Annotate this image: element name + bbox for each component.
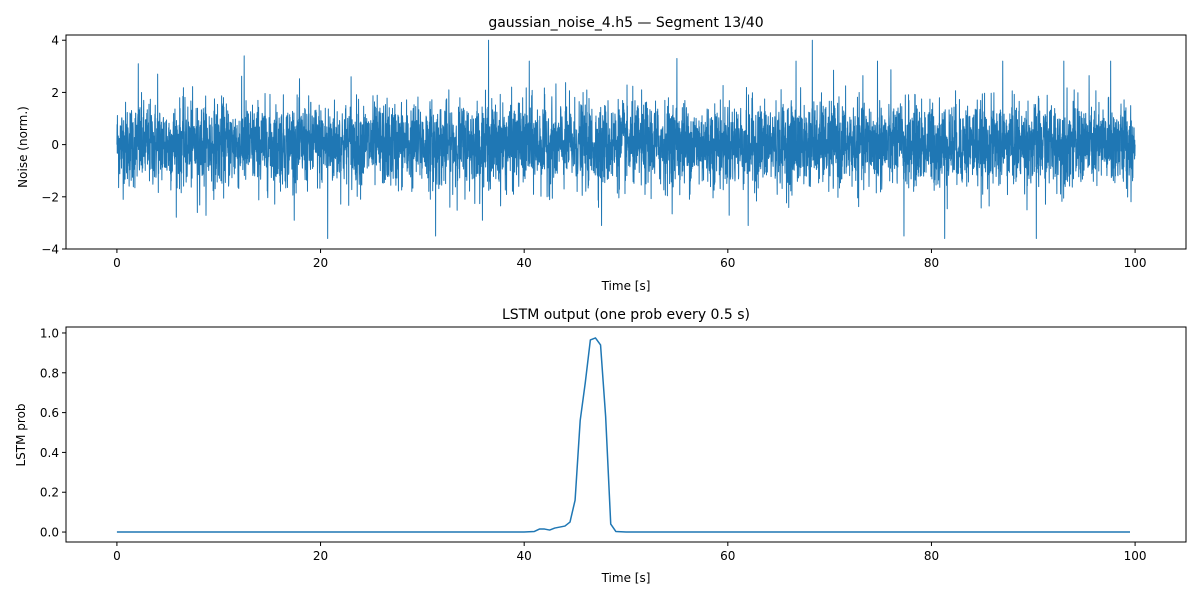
lstm-plot-area (116, 337, 1130, 533)
lstm-plot-frame (65, 326, 1187, 543)
lstm-plot: LSTM output (one prob every 0.5 s) 0 20 40… (14, 307, 1187, 585)
noise-y-tick-label: 4 (51, 34, 59, 48)
lstm-prob-series-line (116, 337, 1130, 533)
noise-plot-y-label: Noise (norm.) (16, 106, 30, 188)
lstm-y-tick-label: 1.0 (40, 326, 59, 340)
lstm-plot-y-label: LSTM prob (14, 403, 28, 466)
lstm-plot-x-axis: 0 20 40 60 80 100 (113, 542, 1147, 563)
lstm-plot-y-axis: 0.0 0.2 0.4 0.6 0.8 1.0 (40, 326, 66, 540)
noise-x-tick-label: 20 (313, 256, 328, 270)
noise-series-line (116, 39, 1136, 240)
noise-plot-y-axis: −4 −2 0 2 4 (41, 34, 66, 257)
lstm-x-tick-label: 60 (720, 549, 735, 563)
noise-plot-x-axis: 0 20 40 60 80 100 (113, 249, 1147, 270)
lstm-y-tick-label: 0.4 (40, 446, 59, 460)
noise-plot-title: gaussian_noise_4.h5 — Segment 13/40 (488, 15, 763, 31)
noise-x-tick-label: 80 (924, 256, 939, 270)
lstm-plot-x-label: Time [s] (601, 571, 651, 585)
lstm-x-tick-label: 0 (113, 549, 121, 563)
noise-plot-frame (65, 34, 1187, 250)
noise-plot-area (116, 39, 1136, 240)
lstm-y-tick-label: 0.2 (40, 486, 59, 500)
noise-y-tick-label: −4 (41, 243, 59, 257)
noise-x-tick-label: 60 (720, 256, 735, 270)
noise-y-tick-label: −2 (41, 190, 59, 204)
noise-plot: gaussian_noise_4.h5 — Segment 13/40 0 20 4… (16, 15, 1187, 293)
noise-plot-x-label: Time [s] (601, 279, 651, 293)
lstm-plot-title: LSTM output (one prob every 0.5 s) (502, 307, 750, 323)
lstm-x-tick-label: 20 (313, 549, 328, 563)
lstm-y-tick-label: 0.6 (40, 406, 59, 420)
noise-y-tick-label: 2 (51, 86, 59, 100)
noise-x-tick-label: 0 (113, 256, 121, 270)
lstm-x-tick-label: 80 (924, 549, 939, 563)
lstm-x-tick-label: 100 (1124, 549, 1147, 563)
noise-x-tick-label: 100 (1124, 256, 1147, 270)
noise-x-tick-label: 40 (517, 256, 532, 270)
lstm-x-tick-label: 40 (517, 549, 532, 563)
lstm-y-tick-label: 0.0 (40, 526, 59, 540)
lstm-y-tick-label: 0.8 (40, 366, 59, 380)
noise-y-tick-label: 0 (51, 138, 59, 152)
